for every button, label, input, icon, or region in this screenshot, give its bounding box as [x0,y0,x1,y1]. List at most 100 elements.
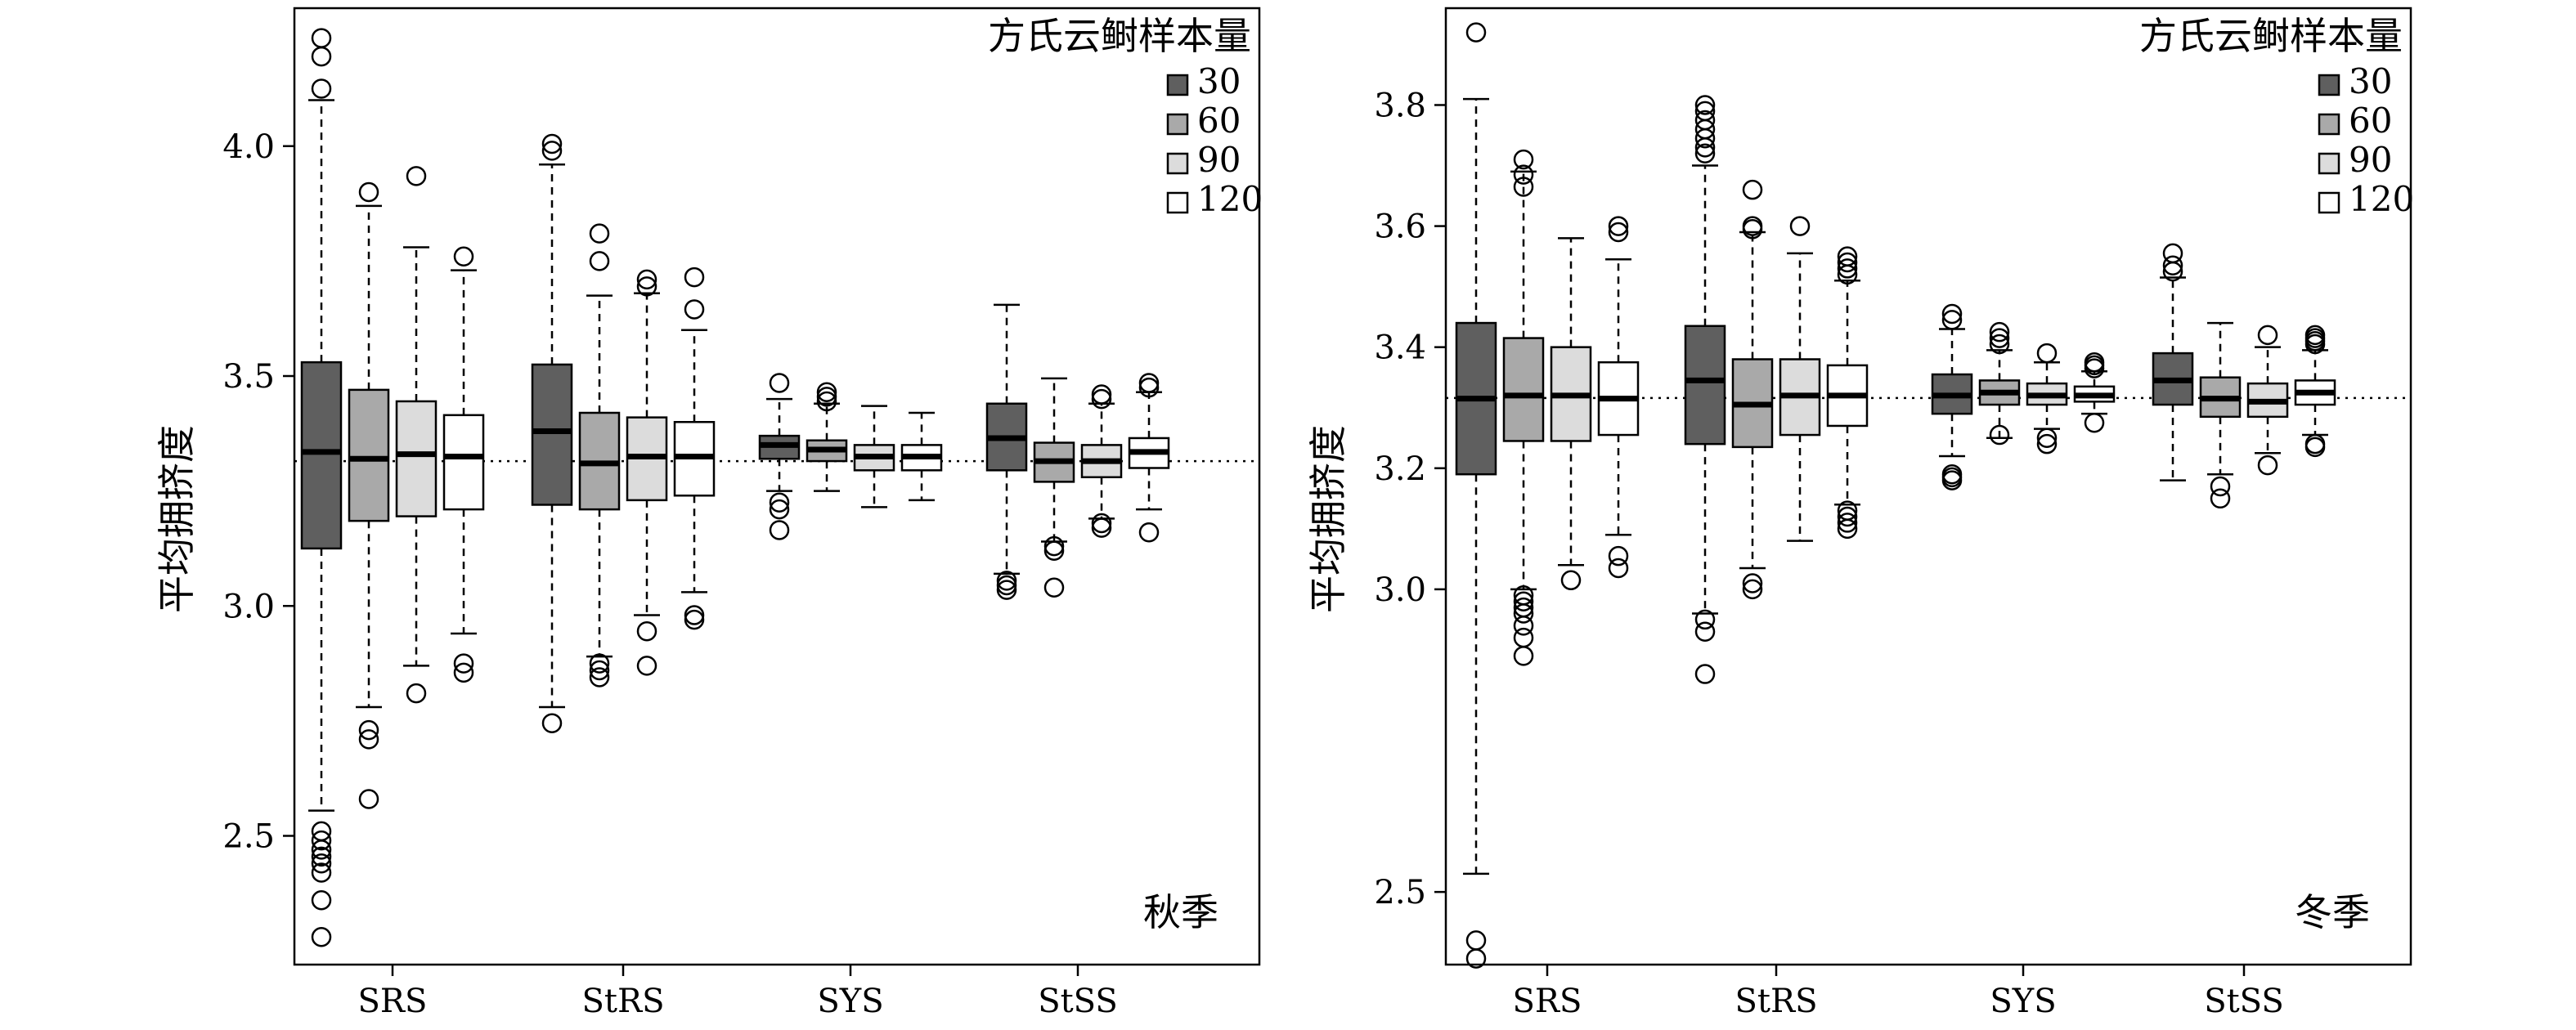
season-label: 冬季 [2295,890,2370,934]
outlier-point [996,575,1017,596]
outlier-point [311,927,332,947]
outlier-point [311,846,332,867]
legend-label: 120 [1197,179,1263,219]
box-StSS-90 [1080,384,1123,538]
x-tick-label: StSS [1038,983,1118,1020]
outlier-point [358,719,379,741]
outlier-point [2036,433,2058,455]
outlier-point [311,840,332,860]
box-StSS-60 [1033,377,1075,598]
y-tick-label: 4.0 [222,128,275,166]
x-tick-label: SYS [1990,983,2056,1020]
outlier-point [589,653,610,674]
outlier-point [311,28,332,48]
y-tick-label: 3.0 [222,588,275,625]
outlier-point [589,251,610,271]
x-tick-label: SYS [817,983,883,1020]
box-StRS-120 [1826,246,1869,540]
box-StSS-90 [2246,325,2289,476]
y-tick-label: 3.0 [1374,571,1426,609]
outlier-point [1513,627,1534,648]
legend-swatch [2318,74,2340,96]
outlier-point [1694,143,1716,163]
plot-frame [1444,7,2412,966]
outlier-point [2304,334,2326,355]
box-StRS-30 [531,133,573,733]
box-SRS-120 [442,246,485,683]
outlier-point [589,660,610,681]
outlier-point [1694,137,1716,158]
outlier-point [1513,603,1534,624]
box-SYS-60 [806,382,848,492]
x-tick-label: SRS [358,983,428,1020]
outlier-point [1513,177,1534,197]
box-SRS-90 [1550,237,1592,591]
legend-label: 90 [2349,140,2392,180]
outlier-point [311,78,332,99]
outlier-point [1941,310,1963,330]
season-label: 秋季 [1143,890,1218,934]
outlier-point [541,133,563,154]
y-axis-title: 平均拥挤度 [155,425,199,613]
y-tick-label: 3.6 [1374,208,1426,246]
box-SYS-120 [2073,352,2116,433]
outlier-point [2210,476,2231,497]
legend-swatch [2318,152,2340,175]
outlier-point [1091,388,1112,410]
outlier-point [541,713,563,733]
legend-swatch [1166,74,1189,96]
outlier-point [1742,219,1763,240]
y-tick-label: 3.2 [1374,450,1426,488]
box-StRS-60 [578,223,621,687]
outlier-point [1465,22,1487,43]
outlier-point [1513,616,1534,636]
outlier-point [636,620,657,642]
outlier-point [1091,384,1112,405]
outlier-point [816,387,837,407]
outlier-point [1608,545,1629,566]
outlier-point [1789,216,1811,236]
outlier-point [1837,506,1858,527]
plot-frame [293,7,1261,966]
legend-label: 120 [2349,179,2414,219]
legend-title: 方氏云鲥样本量 [988,14,1251,58]
outlier-point [2257,325,2278,346]
outlier-point [636,269,657,290]
outlier-point [453,662,474,683]
outlier-point [311,46,332,67]
box-SYS-60 [1978,321,2021,446]
box-iqr [348,388,390,522]
outlier-point [636,276,657,297]
outlier-point [769,520,790,540]
box-iqr [531,363,573,506]
outlier-point [1043,577,1065,598]
outlier-point [816,391,837,412]
box-SRS-30 [1455,22,1497,969]
box-SYS-120 [900,411,943,502]
outlier-point [1091,517,1112,538]
outlier-point [2257,455,2278,476]
legend-swatch [2318,191,2340,214]
box-SRS-90 [395,166,438,704]
outlier-point [1513,164,1534,185]
legend-swatch [1166,152,1189,175]
box-SRS-60 [348,181,390,809]
outlier-point [684,266,705,288]
box-StRS-60 [1731,179,1774,600]
outlier-point [1694,621,1716,642]
box-StSS-30 [985,303,1028,600]
chart-panel-autumn: 2.5 3.0 3.5 4.0 平均拥挤度 SRS StRS SYS StSS 方氏云鲥样本量30… [155,7,1263,1020]
outlier-point [2304,437,2326,458]
outlier-point [2036,343,2058,364]
y-tick-label: 3.4 [1374,329,1426,367]
box-iqr [1684,325,1726,446]
legend-label: 60 [1197,101,1241,141]
box-SRS-30 [300,28,343,947]
outlier-point [311,862,332,883]
legend-swatch [1166,113,1189,136]
outlier-point [1608,222,1629,243]
outlier-point [406,683,427,704]
outlier-point [541,141,563,161]
legend-label: 60 [2349,101,2392,141]
outlier-point [2162,261,2183,282]
